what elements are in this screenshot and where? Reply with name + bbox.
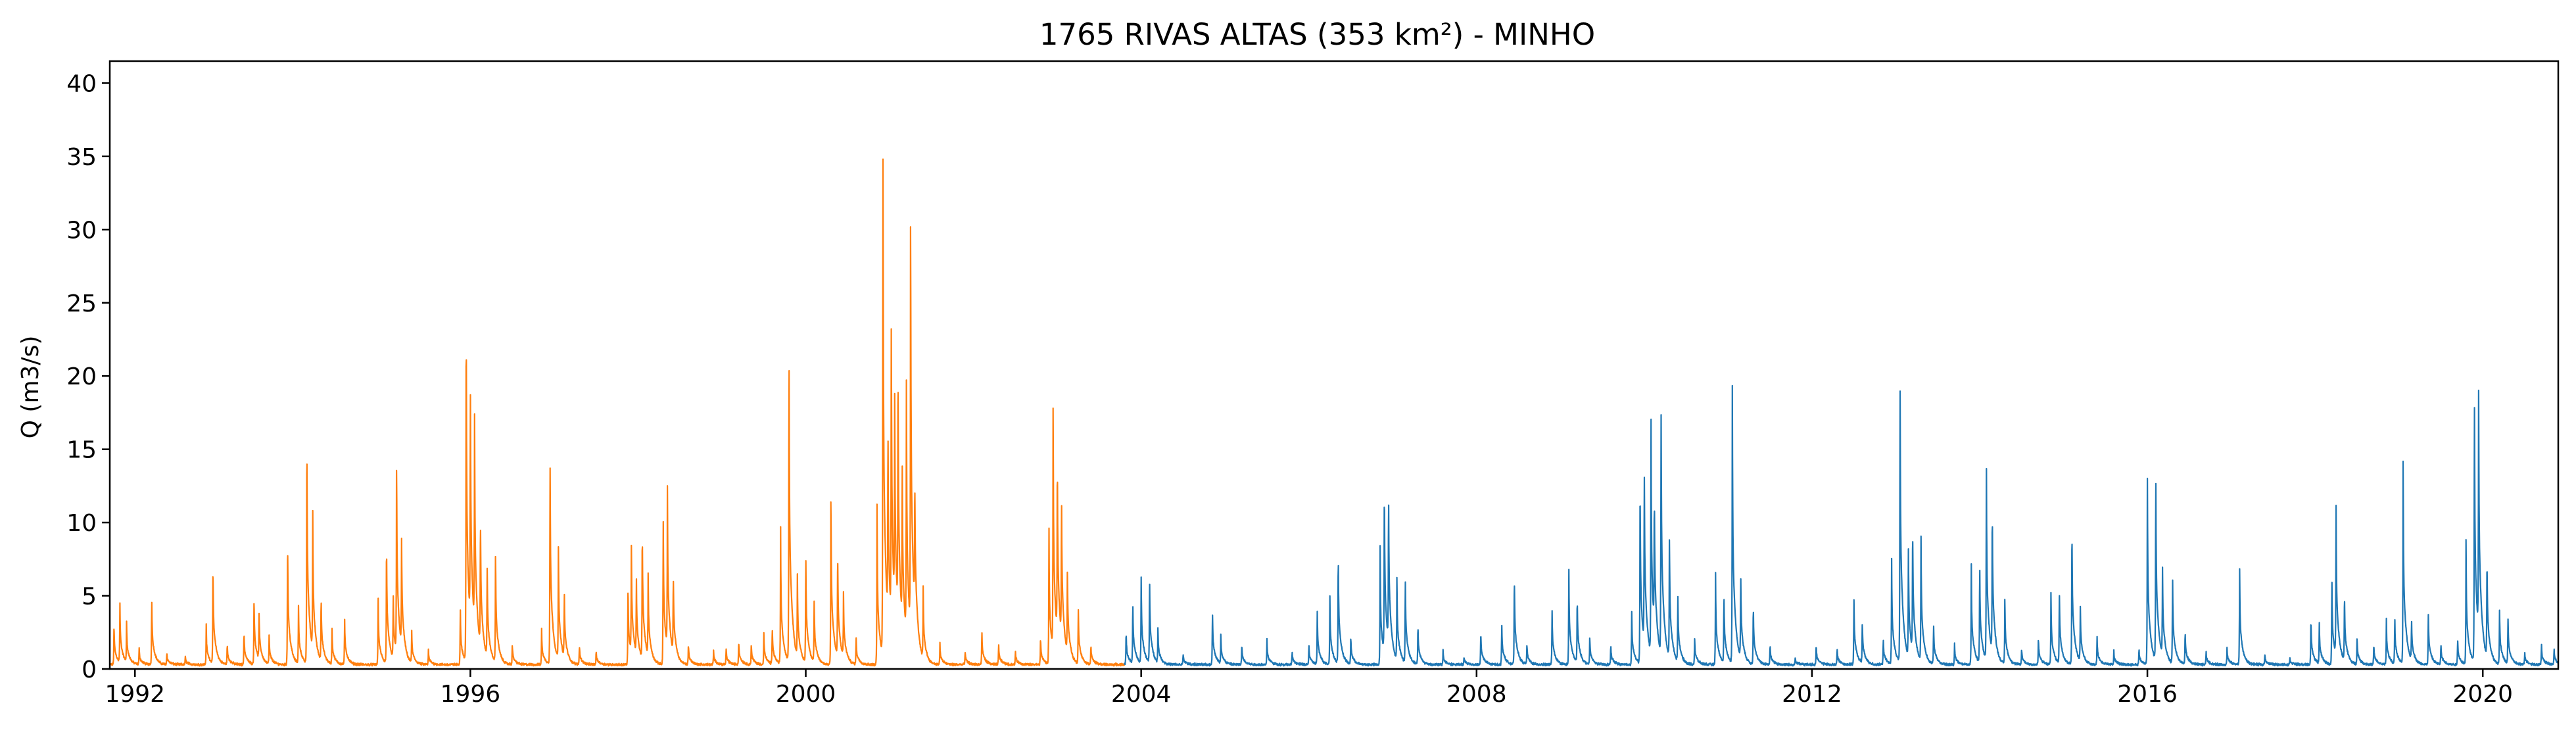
axes-layer: 0 5 10 15 20 25 30 35 40 1992 1996 2000 2004 2008 2012… <box>66 60 2560 708</box>
y-tick-label: 40 <box>66 70 97 97</box>
series-line-1 <box>108 158 1126 667</box>
plot-frame <box>108 60 2560 670</box>
y-tick-label: 5 <box>82 584 97 610</box>
x-tick-label: 2008 <box>1446 681 1507 708</box>
y-tick-label: 20 <box>66 363 97 390</box>
series-line-2 <box>1124 384 2559 667</box>
x-tick-label: 1996 <box>441 681 501 708</box>
y-tick-label: 30 <box>66 217 97 244</box>
y-tick-label: 35 <box>66 144 97 171</box>
x-tick-label: 2004 <box>1111 681 1172 708</box>
y-tick-label: 10 <box>66 510 97 537</box>
x-tick-label: 2012 <box>1782 681 1842 708</box>
x-tick-label: 2016 <box>2117 681 2178 708</box>
y-tick-label: 15 <box>66 437 97 464</box>
y-tick-label: 25 <box>66 290 97 317</box>
chart-title: 1765 RIVAS ALTAS (353 km²) - MINHO <box>1039 17 1595 52</box>
series-layer <box>108 158 2559 667</box>
x-tick-label: 1992 <box>105 681 165 708</box>
x-tick-label: 2020 <box>2452 681 2513 708</box>
x-tick-label: 2000 <box>776 681 836 708</box>
y-tick-label: 0 <box>82 656 97 683</box>
y-axis-label: Q (m3/s) <box>17 336 44 439</box>
